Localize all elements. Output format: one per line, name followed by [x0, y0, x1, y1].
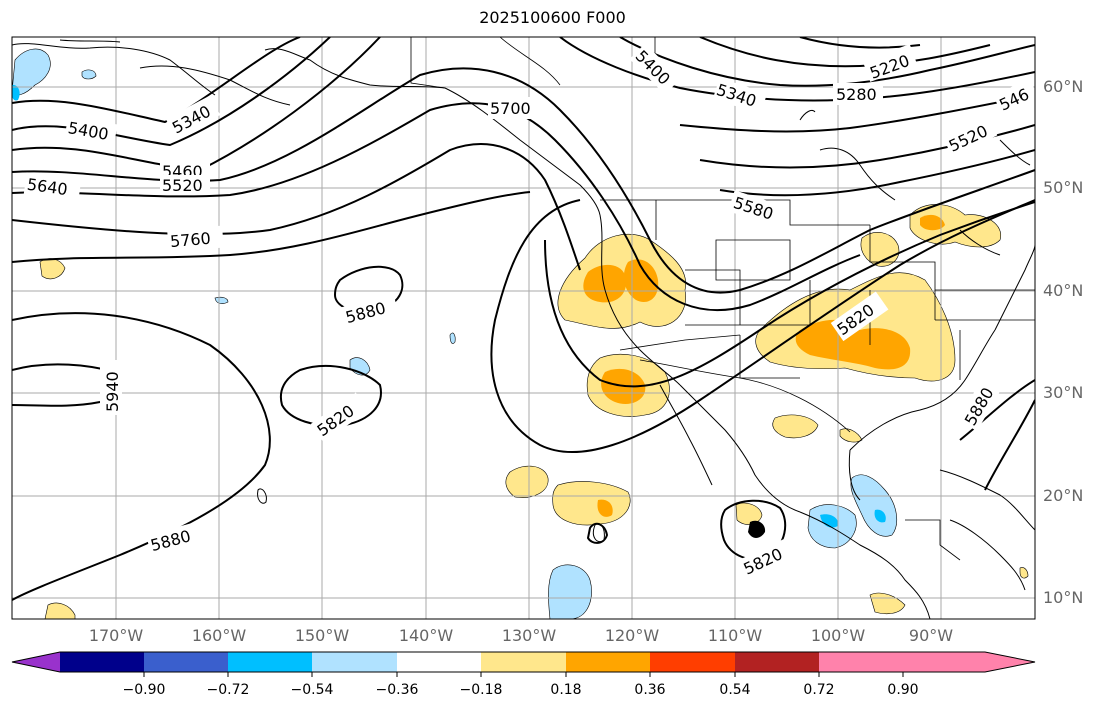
lat-label: 60°N [1043, 77, 1084, 96]
contour-label: 5940 [103, 371, 122, 412]
colorbar-segment [60, 652, 144, 672]
low-center-marker [748, 520, 766, 538]
colorbar [11, 651, 1036, 677]
country-borders [410, 37, 1035, 561]
lon-label: 90°W [908, 626, 954, 645]
lon-label: 130°W [501, 626, 557, 645]
negative-anomaly-fill [12, 48, 898, 619]
colorbar-segment [144, 652, 228, 672]
colorbar-segment [735, 652, 819, 672]
lon-label: 100°W [810, 626, 866, 645]
colorbar-segment [481, 652, 566, 672]
lon-label: 170°W [88, 626, 144, 645]
colorbar-tick-label: −0.54 [290, 682, 334, 698]
colorbar-tick-label: 0.54 [719, 682, 751, 698]
lon-label: 160°W [191, 626, 247, 645]
contour-label: 5700 [490, 99, 531, 118]
coastlines [12, 39, 1035, 619]
lat-label: 50°N [1043, 178, 1084, 197]
colorbar-tick-label: 0.72 [803, 682, 835, 698]
lat-label: 20°N [1043, 486, 1084, 505]
colorbar-segment [228, 652, 312, 672]
lon-label: 120°W [604, 626, 660, 645]
colorbar-max-extension [903, 652, 1035, 672]
map-title: 2025100600 F000 [479, 8, 626, 27]
colorbar-tick-label: −0.36 [375, 682, 419, 698]
contour-label: 5280 [836, 85, 877, 104]
lon-label: 110°W [707, 626, 763, 645]
colorbar-tick-label: 0.18 [550, 682, 582, 698]
colorbar-segment [566, 652, 650, 672]
lon-label: 140°W [398, 626, 454, 645]
colorbar-tick-label: −0.90 [122, 682, 166, 698]
colorbar-tick-label: 0.90 [887, 682, 919, 698]
colorbar-segment [397, 652, 481, 672]
colorbar-segment [819, 652, 903, 672]
colorbar-tick-label: −0.72 [206, 682, 250, 698]
contour-labels: 5220 5280 5340 5340 5400 5400 5460 5520 … [23, 43, 1035, 581]
contour-label: 5760 [169, 229, 211, 251]
colorbar-min-extension [12, 652, 60, 672]
colorbar-segment [650, 652, 735, 672]
contour-label: 5520 [162, 176, 203, 195]
map-frame [11, 36, 1036, 620]
colorbar-outline [11, 651, 1036, 673]
colorbar-tick-label: 0.36 [634, 682, 666, 698]
map-plot-area: 5220 5280 5340 5340 5400 5400 5460 5520 … [12, 37, 1035, 619]
lon-label: 150°W [294, 626, 350, 645]
lat-label: 30°N [1043, 383, 1084, 402]
colorbar-tick-label: −0.18 [459, 682, 503, 698]
lat-label: 10°N [1043, 588, 1084, 607]
lat-label: 40°N [1043, 281, 1084, 300]
colorbar-segment [312, 652, 397, 672]
